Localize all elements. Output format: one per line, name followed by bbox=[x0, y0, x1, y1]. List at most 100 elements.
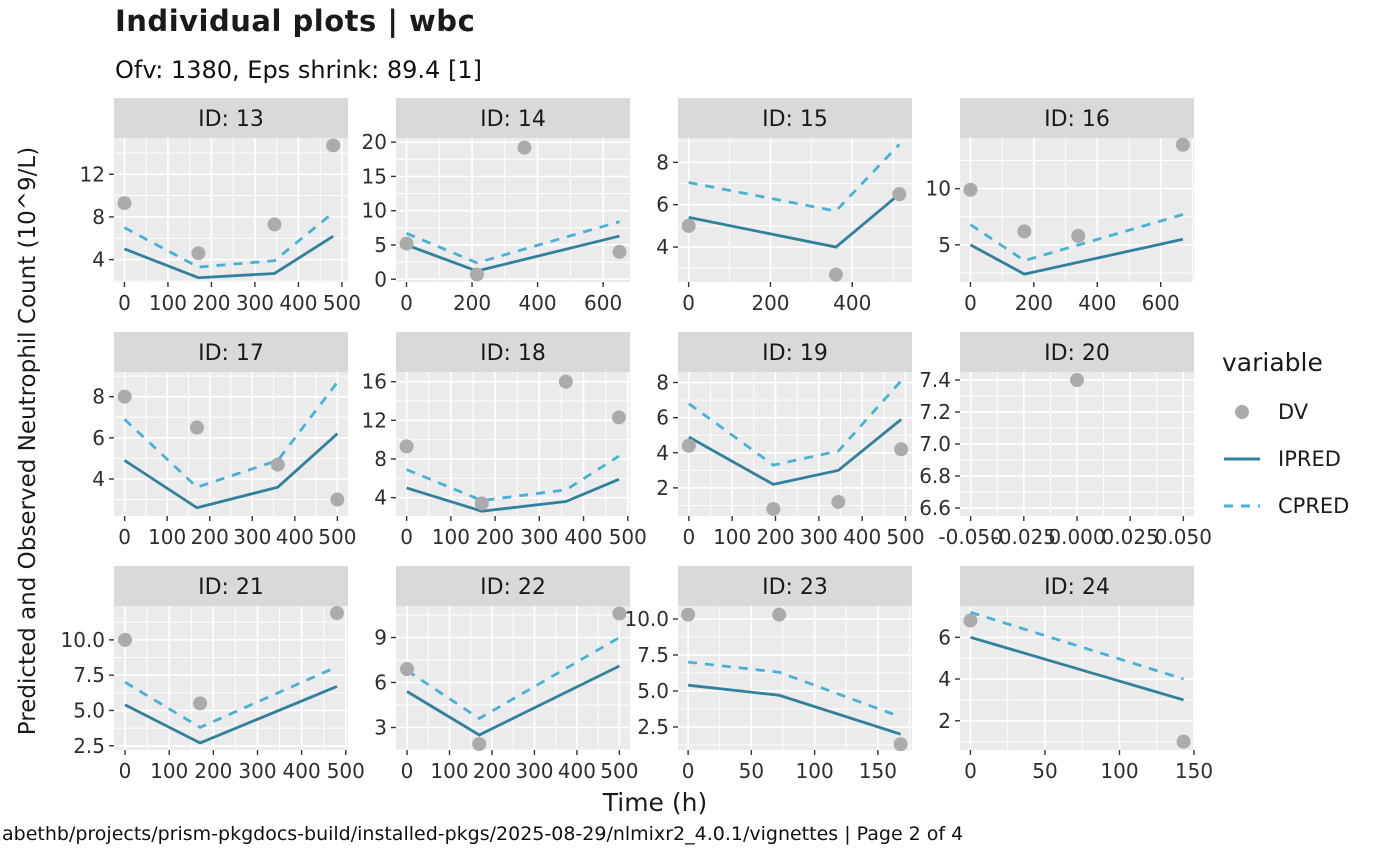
dv-point bbox=[963, 613, 978, 628]
x-tick-label: 300 bbox=[238, 759, 276, 783]
ipred-line bbox=[123, 234, 334, 280]
dv-point bbox=[894, 442, 909, 457]
x-axis-title: Time (h) bbox=[602, 788, 708, 817]
x-tick-label: 400 bbox=[833, 291, 871, 315]
legend-label-ipred: IPRED bbox=[1278, 447, 1341, 471]
y-tick-label: 12 bbox=[80, 162, 105, 186]
facet-plot: ID: 21 2.5 5.0 7.5 10.0 0 100 200 300 400 500 bbox=[60, 566, 365, 783]
x-tick-label: 500 bbox=[323, 291, 361, 315]
x-tick-label: 100 bbox=[149, 291, 187, 315]
x-tick-label: 500 bbox=[886, 525, 924, 549]
facet-plot: ID: 17 4 6 8 0 100 200 300 400 500 bbox=[92, 332, 356, 549]
facet-plot: ID: 23 2.5 5.0 7.5 10.0 0 50 100 150 bbox=[624, 566, 912, 783]
legend: variable DV IPRED CPRED bbox=[1222, 348, 1392, 540]
dv-point bbox=[469, 267, 484, 282]
dv-point bbox=[766, 501, 781, 516]
x-tick-label: 0 bbox=[964, 291, 977, 315]
y-tick-label: 4 bbox=[374, 486, 387, 510]
x-tick-label: 0 bbox=[682, 525, 695, 549]
x-tick-label: 400 bbox=[1078, 291, 1116, 315]
facet-strip-label: ID: 16 bbox=[1044, 107, 1110, 132]
facet-id-18: ID: 18 4 8 12 16 0 100 200 300 400 500 bbox=[350, 332, 647, 554]
facet-strip-label: ID: 19 bbox=[762, 341, 828, 366]
y-tick-label: 2.5 bbox=[637, 715, 669, 739]
y-tick-label: 6.8 bbox=[919, 464, 951, 488]
ipred-line bbox=[969, 237, 1184, 276]
dv-point bbox=[892, 187, 907, 202]
facet-plot: ID: 22 3 6 9 0 100 200 300 400 500 bbox=[374, 566, 638, 783]
cpred-line bbox=[688, 379, 903, 467]
y-tick-label: 15 bbox=[362, 164, 387, 188]
x-tick-label: 0 bbox=[964, 759, 977, 783]
dv-point bbox=[772, 607, 787, 622]
dv-point bbox=[474, 496, 489, 511]
y-tick-label: 16 bbox=[362, 370, 387, 394]
facet-plot: ID: 13 4 8 12 0 100 200 300 400 500 bbox=[80, 98, 361, 315]
y-tick-label: 2.5 bbox=[73, 734, 105, 758]
ipred-line bbox=[687, 683, 902, 736]
x-tick-label: 400 bbox=[843, 525, 881, 549]
x-tick-label: 600 bbox=[584, 291, 622, 315]
ipred-line bbox=[970, 635, 1184, 702]
facet-plot: ID: 206.66.87.07.27.4-0.050-0.0250.0000.… bbox=[919, 332, 1212, 549]
page-title: Individual plots | wbc bbox=[115, 4, 476, 38]
facet-plot: ID: 18 4 8 12 16 0 100 200 300 400 500 bbox=[362, 332, 647, 549]
facet-id-20: ID: 20 6.6 6.8 7.0 7.2 7.4 -0.050 -0.025 0.000 0.… bbox=[914, 332, 1212, 554]
x-tick-label: 100 bbox=[1100, 759, 1138, 783]
ipred-line bbox=[406, 664, 621, 737]
dv-point bbox=[611, 410, 626, 425]
y-tick-label: 10 bbox=[926, 177, 951, 201]
y-axis-title: Predicted and Observed Neutrophil Count … bbox=[15, 146, 41, 736]
y-tick-label: 4 bbox=[92, 467, 105, 491]
y-tick-label: 5 bbox=[938, 233, 951, 257]
x-tick-label: 0 bbox=[682, 759, 695, 783]
x-tick-label: 400 bbox=[518, 291, 556, 315]
dv-point bbox=[1175, 137, 1190, 152]
dv-point bbox=[558, 374, 573, 389]
y-tick-label: 20 bbox=[362, 130, 387, 154]
y-tick-label: 6 bbox=[938, 625, 951, 649]
facet-id-24: ID: 24 2 4 6 0 50 100 150 bbox=[914, 566, 1213, 788]
legend-entry-dv: DV bbox=[1222, 399, 1392, 425]
x-tick-label: 0.050 bbox=[1155, 525, 1212, 549]
dv-point bbox=[681, 218, 696, 233]
dv-point bbox=[189, 420, 204, 435]
x-tick-label: 0 bbox=[400, 291, 413, 315]
y-tick-label: 3 bbox=[374, 716, 387, 740]
x-tick-label: 500 bbox=[600, 759, 638, 783]
y-tick-label: 7.2 bbox=[919, 400, 951, 424]
facet-id-23: ID: 23 2.5 5.0 7.5 10.0 0 50 100 150 bbox=[624, 566, 914, 788]
x-tick-label: 100 bbox=[150, 759, 188, 783]
dv-point bbox=[1176, 734, 1191, 749]
plot-subtitle: Ofv: 1380, Eps shrink: 89.4 [1] bbox=[115, 56, 482, 84]
dv-point bbox=[1071, 228, 1086, 243]
y-tick-label: 8 bbox=[656, 150, 669, 174]
facet-strip-label: ID: 22 bbox=[480, 575, 546, 600]
solid-line-icon bbox=[1222, 446, 1262, 472]
y-tick-label: 5 bbox=[374, 233, 387, 257]
y-tick-label: 12 bbox=[362, 408, 387, 432]
x-tick-label: 0 bbox=[682, 291, 695, 315]
dv-point bbox=[117, 389, 132, 404]
cpred-line bbox=[406, 454, 620, 502]
dv-point bbox=[1017, 224, 1032, 239]
dv-point bbox=[400, 662, 415, 676]
legend-entry-ipred: IPRED bbox=[1222, 446, 1392, 472]
x-tick-label: 100 bbox=[796, 759, 834, 783]
dv-point bbox=[612, 606, 627, 621]
dv-point bbox=[681, 607, 696, 622]
dv-point bbox=[893, 737, 908, 751]
x-tick-label: 200 bbox=[476, 525, 514, 549]
legend-title: variable bbox=[1222, 348, 1323, 377]
x-tick-label: 50 bbox=[739, 759, 764, 783]
dv-point bbox=[329, 606, 344, 621]
x-tick-label: -0.025 bbox=[992, 525, 1056, 549]
cpred-line bbox=[969, 213, 1184, 263]
y-tick-label: 10.0 bbox=[60, 628, 105, 652]
x-tick-label: 50 bbox=[1032, 759, 1057, 783]
facet-id-17: ID: 17 4 6 8 0 100 200 300 400 500 bbox=[68, 332, 356, 554]
y-tick-label: 8 bbox=[92, 385, 105, 409]
y-tick-label: 7.4 bbox=[919, 368, 951, 392]
dashed-line-icon bbox=[1222, 493, 1262, 519]
dv-point bbox=[472, 737, 487, 751]
